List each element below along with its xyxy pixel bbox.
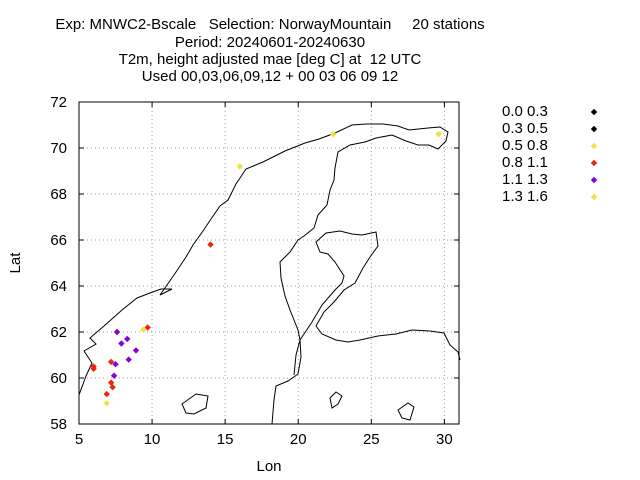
- legend-label: 0.8 1.1: [502, 154, 548, 171]
- coastline-denmark: [181, 393, 209, 415]
- station-point: [144, 324, 151, 331]
- y-tick-label: 62: [50, 324, 67, 341]
- x-tick-label: 10: [144, 431, 161, 448]
- y-tick-label: 64: [50, 278, 67, 295]
- station-point: [110, 372, 118, 379]
- x-tick-label: 30: [436, 431, 453, 448]
- legend-marker: [590, 142, 598, 150]
- x-tick-label: 5: [75, 431, 83, 448]
- x-axis-title: Lon: [256, 458, 281, 475]
- y-tick-label: 60: [50, 370, 67, 387]
- legend-marker: [590, 193, 598, 201]
- coastline-gotland: [329, 391, 343, 409]
- station-point: [330, 131, 337, 138]
- y-axis-title: Lat: [7, 252, 24, 274]
- station-point: [112, 361, 119, 368]
- x-tick-label: 20: [290, 431, 307, 448]
- legend-label: 0.0 0.3: [502, 103, 548, 120]
- station-point: [109, 384, 116, 391]
- station-point: [207, 241, 214, 248]
- y-tick-label: 58: [50, 416, 67, 433]
- y-tick-label: 72: [50, 94, 67, 111]
- legend-marker: [590, 108, 598, 116]
- grid-lines: [79, 102, 459, 424]
- x-tick-label: 15: [217, 431, 234, 448]
- legend-label: 1.3 1.6: [502, 188, 548, 205]
- station-point: [435, 131, 442, 138]
- station-points: [90, 131, 442, 407]
- legend-label: 0.5 0.8: [502, 137, 548, 154]
- legend-marker: [590, 176, 598, 184]
- y-tick-label: 66: [50, 232, 67, 249]
- variable-title: T2m, height adjusted mae [deg C] at 12 U…: [118, 51, 422, 68]
- plot-axes: [78, 101, 460, 425]
- station-point: [103, 400, 110, 407]
- y-tick-label: 68: [50, 186, 67, 203]
- legend-marker: [590, 159, 598, 167]
- legend-label: 1.1 1.3: [502, 171, 548, 188]
- station-point: [132, 347, 140, 354]
- x-tick-label: 25: [363, 431, 380, 448]
- coastline-norway: [78, 123, 449, 425]
- coastline-map: [78, 123, 461, 425]
- station-point: [236, 163, 243, 170]
- station-point: [107, 358, 115, 366]
- plot-frame: [78, 101, 460, 425]
- y-tick-label: 70: [50, 140, 67, 157]
- station-point: [124, 335, 131, 343]
- station-point: [113, 328, 121, 336]
- period-title: Period: 20240601-20240630: [174, 34, 366, 51]
- coastline-saaremaa: [397, 402, 415, 421]
- legend: 0.0 0.30.3 0.50.5 0.80.8 1.11.1 1.31.3 1…: [502, 103, 598, 205]
- coastline-bothnia: [293, 230, 461, 376]
- station-point: [125, 356, 132, 363]
- station-point: [118, 340, 125, 347]
- station-point: [140, 326, 147, 333]
- used-times-title: Used 00,03,06,09,12 + 00 03 06 09 12: [141, 68, 399, 85]
- station-point: [103, 390, 110, 398]
- legend-label: 0.3 0.5: [502, 120, 548, 137]
- axis-ticks: 5 10 15 20 25 30 58 60 62 64 66 68 70 72 Lon Lat: [7, 94, 459, 475]
- experiment-title: Exp: MNWC2-Bscale Selection: NorwayMount…: [55, 16, 485, 33]
- legend-marker: [590, 125, 598, 133]
- station-point: [90, 363, 97, 370]
